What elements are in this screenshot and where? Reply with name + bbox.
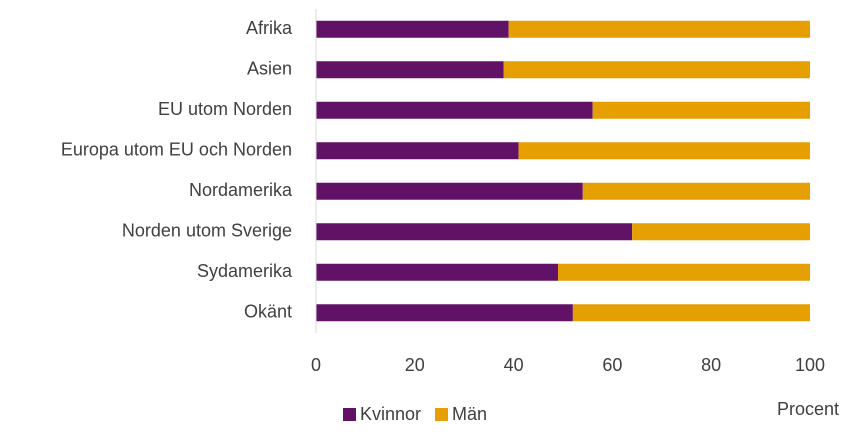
legend-label: Kvinnor bbox=[360, 404, 421, 424]
bar-segment bbox=[508, 20, 810, 38]
x-tick-label: 60 bbox=[602, 355, 622, 375]
x-tick-label: 20 bbox=[405, 355, 425, 375]
x-tick-label: 80 bbox=[701, 355, 721, 375]
y-tick-label: Europa utom EU och Norden bbox=[61, 140, 292, 160]
y-tick-label: EU utom Norden bbox=[158, 99, 292, 119]
y-tick-label: Afrika bbox=[246, 18, 293, 38]
bar-segment bbox=[316, 20, 509, 38]
bar-segment bbox=[632, 223, 810, 241]
legend-label: Män bbox=[452, 404, 487, 424]
y-tick-label: Sydamerika bbox=[197, 261, 293, 281]
x-tick-label: 40 bbox=[504, 355, 524, 375]
bar-segment bbox=[518, 142, 810, 160]
bar-segment bbox=[582, 182, 810, 200]
bar-segment bbox=[316, 182, 583, 200]
y-tick-label: Norden utom Sverige bbox=[122, 221, 292, 241]
bar-segment bbox=[316, 263, 559, 281]
bar-segment bbox=[316, 142, 519, 160]
y-tick-label: Nordamerika bbox=[189, 180, 293, 200]
y-tick-label: Okänt bbox=[244, 302, 292, 322]
x-axis-label: Procent bbox=[777, 399, 839, 419]
bar-segment bbox=[572, 304, 810, 322]
legend-swatch bbox=[343, 408, 356, 421]
bar-segment bbox=[316, 223, 633, 241]
bar-segment bbox=[592, 101, 810, 119]
bar-segment bbox=[558, 263, 810, 281]
bar-segment bbox=[316, 101, 593, 119]
x-tick-label: 0 bbox=[311, 355, 321, 375]
legend-swatch bbox=[435, 408, 449, 421]
bar-segment bbox=[316, 61, 504, 79]
y-tick-label: Asien bbox=[247, 59, 292, 79]
x-tick-label: 100 bbox=[795, 355, 825, 375]
bar-segment bbox=[503, 61, 810, 79]
bar-segment bbox=[316, 304, 573, 322]
